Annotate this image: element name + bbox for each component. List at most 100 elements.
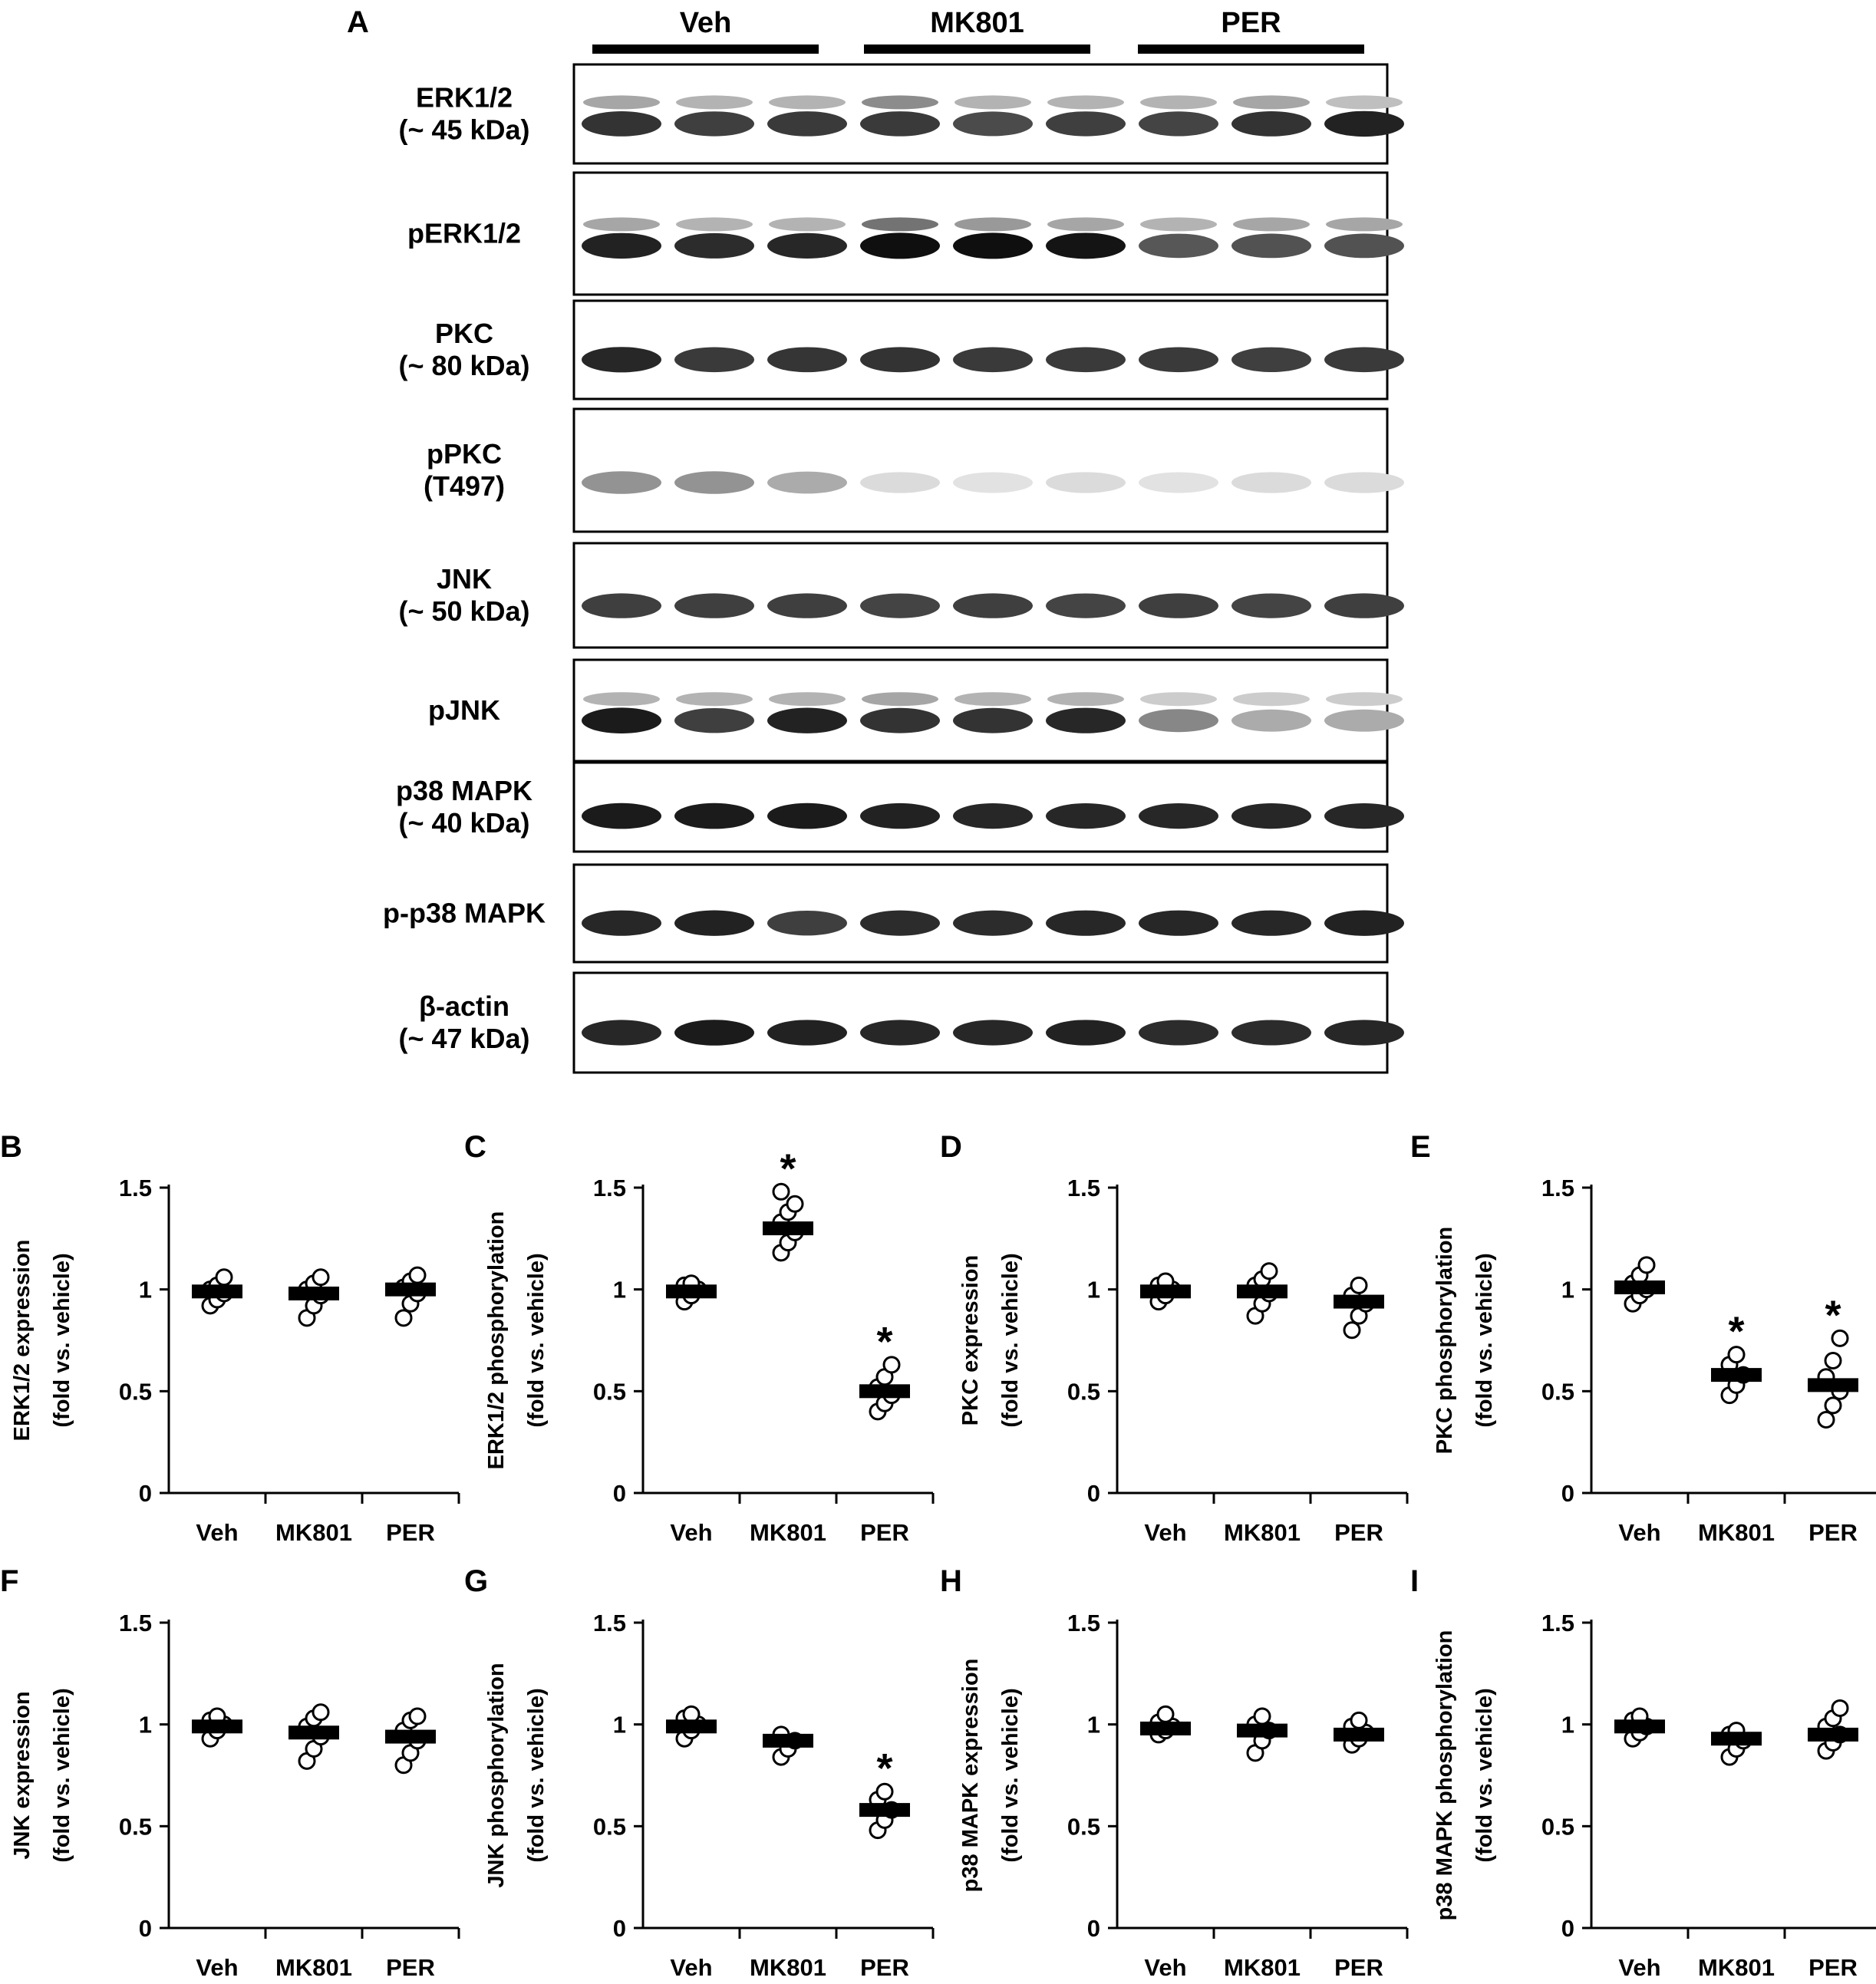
blot-upper-band bbox=[1233, 95, 1310, 110]
blot-band bbox=[1324, 1020, 1404, 1046]
mean-bar bbox=[859, 1803, 910, 1818]
mean-bar bbox=[1711, 1368, 1762, 1383]
blot-band bbox=[767, 707, 847, 733]
data-point bbox=[786, 1195, 804, 1213]
x-tick-label: Veh bbox=[1144, 1519, 1186, 1546]
blot-upper-band bbox=[1326, 95, 1403, 110]
blot-upper-band bbox=[1140, 95, 1217, 110]
blot-band bbox=[674, 111, 754, 137]
x-tick-label: MK801 bbox=[1698, 1519, 1775, 1546]
data-point bbox=[1824, 1352, 1842, 1370]
y-axis-title: PKC expression bbox=[958, 1255, 983, 1425]
mean-bar bbox=[666, 1284, 717, 1299]
blot-band bbox=[1139, 472, 1218, 493]
blot-band bbox=[767, 471, 847, 494]
data-point bbox=[1260, 1262, 1278, 1280]
x-tick-label: PER bbox=[1334, 1519, 1383, 1546]
blot-label: (~ 80 kDa) bbox=[398, 350, 529, 381]
x-tick-label: Veh bbox=[1618, 1519, 1660, 1546]
y-tick-label: 0.5 bbox=[119, 1378, 152, 1405]
blot-band bbox=[1139, 803, 1218, 829]
blot-label: (~ 50 kDa) bbox=[398, 595, 529, 627]
blot-band bbox=[767, 802, 847, 829]
mean-bar bbox=[1237, 1284, 1287, 1299]
blot-band bbox=[767, 347, 847, 373]
blot-band bbox=[767, 111, 847, 137]
group-bar-veh bbox=[592, 44, 819, 54]
blot-label: p-p38 MAPK bbox=[383, 898, 546, 929]
y-tick-label: 1 bbox=[139, 1712, 152, 1738]
blot-band bbox=[1231, 472, 1311, 493]
x-tick-label: PER bbox=[386, 1954, 435, 1981]
blot-upper-band bbox=[862, 95, 938, 110]
y-tick-label: 0 bbox=[1561, 1915, 1574, 1942]
mean-bar bbox=[1334, 1294, 1384, 1309]
y-tick-label: 1.5 bbox=[1541, 1610, 1574, 1636]
blot-label: (T497) bbox=[424, 470, 505, 502]
blot-band bbox=[582, 593, 661, 618]
blot-band bbox=[582, 910, 661, 936]
group-label-per: PER bbox=[1221, 7, 1281, 39]
blot-band bbox=[767, 911, 847, 936]
mean-bar bbox=[192, 1284, 242, 1299]
blot-band bbox=[674, 593, 754, 618]
data-point bbox=[408, 1266, 427, 1284]
blot-2: PKC(~ 80 kDa) bbox=[398, 299, 1404, 400]
blot-band bbox=[1324, 472, 1404, 493]
blot-band bbox=[582, 802, 661, 829]
blot-1: pERK1/2 bbox=[407, 171, 1404, 296]
panel-b: B 0 0.5 1 1.5 Veh MK801 PER ERK1/2 expression (fo… bbox=[0, 1130, 460, 1546]
blot-upper-band bbox=[1326, 217, 1403, 232]
mean-bar bbox=[192, 1719, 242, 1734]
panel-letter: I bbox=[1410, 1564, 1419, 1598]
blot-band bbox=[860, 1020, 940, 1046]
blot-upper-band bbox=[583, 692, 660, 707]
x-tick-label: PER bbox=[1808, 1954, 1858, 1981]
y-tick-label: 1.5 bbox=[119, 1610, 152, 1636]
y-axis-title: JNK phosphorylation bbox=[484, 1663, 509, 1887]
blot-band bbox=[953, 803, 1033, 829]
blot-band bbox=[1046, 1020, 1126, 1046]
blot-band bbox=[1139, 1020, 1218, 1046]
blot-band bbox=[1139, 111, 1218, 137]
blot-band bbox=[1324, 803, 1404, 829]
blot-band bbox=[1324, 910, 1404, 936]
x-tick-label: MK801 bbox=[275, 1519, 352, 1546]
panel-letter: G bbox=[464, 1564, 488, 1598]
blot-band bbox=[953, 111, 1033, 137]
data-point bbox=[772, 1182, 790, 1201]
data-point bbox=[1350, 1711, 1368, 1729]
blot-upper-band bbox=[676, 692, 753, 707]
blot-band bbox=[1139, 347, 1218, 373]
blot-3: pPKC(T497) bbox=[424, 407, 1404, 533]
x-tick-label: PER bbox=[1334, 1954, 1383, 1981]
y-axis-title: (fold vs. vehicle) bbox=[50, 1253, 74, 1427]
data-point bbox=[215, 1268, 233, 1287]
y-tick-label: 0 bbox=[1087, 1480, 1100, 1507]
blot-band bbox=[1046, 232, 1126, 259]
blot-band bbox=[1324, 110, 1404, 137]
blot-band bbox=[860, 472, 940, 493]
blot-band bbox=[953, 593, 1033, 618]
y-axis-title: (fold vs. vehicle) bbox=[998, 1253, 1023, 1427]
mean-bar bbox=[1334, 1727, 1384, 1742]
blot-upper-band bbox=[1233, 692, 1310, 707]
x-tick-label: MK801 bbox=[750, 1954, 826, 1981]
blot-upper-band bbox=[769, 95, 846, 110]
blot-band bbox=[1324, 347, 1404, 373]
blot-band bbox=[1231, 910, 1311, 936]
x-tick-label: MK801 bbox=[275, 1954, 352, 1981]
blot-band bbox=[674, 802, 754, 829]
blot-6: p38 MAPK(~ 40 kDa) bbox=[396, 761, 1404, 853]
data-point bbox=[394, 1309, 413, 1327]
blot-band bbox=[860, 593, 940, 618]
blot-label: PKC bbox=[435, 318, 493, 349]
blot-band bbox=[767, 232, 847, 259]
blot-band bbox=[767, 1020, 847, 1046]
x-tick-label: Veh bbox=[670, 1954, 712, 1981]
y-tick-label: 0.5 bbox=[593, 1813, 626, 1840]
blot-band bbox=[860, 347, 940, 373]
mean-bar bbox=[1808, 1378, 1858, 1392]
blot-upper-band bbox=[676, 95, 753, 110]
